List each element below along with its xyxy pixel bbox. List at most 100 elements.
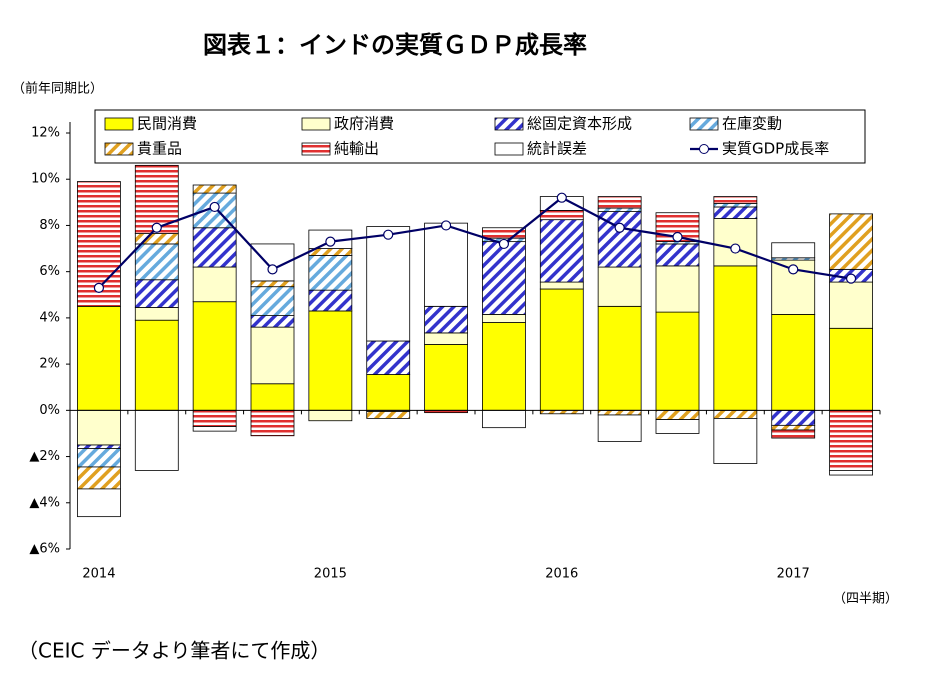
bar-segment bbox=[192, 266, 237, 303]
legend-swatch bbox=[689, 117, 719, 131]
bar-segment bbox=[655, 419, 700, 434]
bar-segment bbox=[366, 411, 411, 419]
bar-segment bbox=[192, 426, 237, 432]
chart-title: 図表１：インドの実質ＧＤＰ成長率 bbox=[203, 31, 587, 59]
bar-segment bbox=[713, 218, 758, 267]
y-tick-label: ▲6% bbox=[29, 542, 60, 557]
y-axis-label: （前年同期比） bbox=[12, 81, 103, 97]
x-tick-label: 2017 bbox=[777, 567, 810, 582]
bar-segment bbox=[829, 470, 873, 476]
bar-segment bbox=[424, 344, 468, 411]
bar-segment bbox=[597, 207, 642, 212]
bar-segment bbox=[713, 196, 758, 204]
bar-segment bbox=[366, 374, 411, 411]
bar-segment bbox=[655, 409, 700, 420]
bar-segment bbox=[250, 409, 295, 437]
bar-segment bbox=[192, 227, 237, 268]
bar-segment bbox=[829, 327, 873, 411]
bar-segment bbox=[539, 409, 584, 415]
bar-segment bbox=[829, 213, 873, 270]
bar-segment bbox=[308, 409, 353, 422]
line-point bbox=[267, 264, 278, 275]
bar-segment bbox=[771, 409, 816, 426]
bar-segment bbox=[366, 340, 411, 375]
line-point bbox=[845, 273, 857, 284]
legend-swatch bbox=[301, 142, 331, 156]
bar-segment bbox=[655, 265, 700, 313]
bar-segment bbox=[250, 383, 295, 411]
bar-segment bbox=[308, 289, 353, 312]
bar-segment bbox=[482, 314, 526, 323]
bar-segment bbox=[424, 305, 468, 334]
bar-segment bbox=[482, 241, 526, 315]
bar-segment bbox=[134, 409, 179, 471]
y-tick-label: 12% bbox=[31, 126, 60, 141]
line bbox=[98, 196, 852, 289]
bar-segment bbox=[134, 307, 179, 321]
line-point bbox=[383, 229, 394, 240]
y-tick-label: 4% bbox=[39, 310, 60, 325]
legend-swatch bbox=[104, 142, 134, 156]
bar-segment bbox=[597, 409, 642, 416]
legend-swatch bbox=[494, 142, 524, 156]
source-note: （CEIC データより筆者にて作成） bbox=[18, 639, 330, 663]
legend-label: 在庫変動 bbox=[722, 115, 782, 133]
bar-segment bbox=[655, 243, 700, 267]
x-tick-label: 2016 bbox=[545, 567, 578, 582]
legend-swatch bbox=[104, 117, 134, 131]
line-point bbox=[440, 220, 452, 231]
bar-segment bbox=[771, 242, 816, 259]
x-axis-label: （四半期） bbox=[833, 592, 898, 607]
bar-segment bbox=[713, 418, 758, 464]
bar-segment bbox=[829, 409, 873, 471]
bar-segment bbox=[482, 227, 526, 239]
line-point bbox=[209, 201, 220, 213]
legend-label: 政府消費 bbox=[334, 115, 394, 133]
bar-segment bbox=[539, 219, 584, 283]
bar-segment bbox=[713, 265, 758, 411]
bar-segment bbox=[250, 286, 295, 316]
bar-segment bbox=[250, 326, 295, 385]
line-point bbox=[672, 231, 683, 243]
line-point bbox=[730, 243, 741, 254]
line-point bbox=[788, 264, 799, 275]
y-tick-label: 6% bbox=[39, 264, 60, 279]
legend-label: 貴重品 bbox=[137, 140, 182, 158]
line-point bbox=[325, 236, 336, 247]
legend-label: 総固定資本形成 bbox=[527, 115, 632, 133]
x-tick-label: 2015 bbox=[314, 567, 347, 582]
y-tick-label: 0% bbox=[39, 403, 60, 418]
y-tick-label: 10% bbox=[31, 172, 60, 187]
bar-segment bbox=[482, 322, 526, 411]
legend-label: 実質GDP成長率 bbox=[722, 140, 829, 158]
bar-segment bbox=[713, 206, 758, 219]
legend-box bbox=[94, 109, 866, 164]
bar-segment bbox=[597, 414, 642, 442]
legend-label: 統計誤差 bbox=[527, 140, 587, 158]
y-tick-label: ▲4% bbox=[29, 495, 60, 510]
bar-segment bbox=[250, 315, 295, 328]
bar-segment bbox=[134, 279, 179, 308]
bar-segment bbox=[597, 305, 642, 411]
legend-swatch bbox=[699, 144, 709, 154]
line-point bbox=[93, 282, 105, 293]
y-tick-label: 8% bbox=[39, 218, 60, 233]
bar-segment bbox=[539, 281, 584, 290]
legend-swatch bbox=[494, 117, 524, 131]
bar-segment bbox=[424, 332, 468, 345]
bar-segment bbox=[77, 305, 121, 411]
bar-segment bbox=[134, 243, 179, 281]
bar-segment bbox=[655, 311, 700, 411]
y-tick-label: 2% bbox=[39, 357, 60, 372]
bar-segment bbox=[366, 226, 411, 342]
bar-segment bbox=[192, 301, 237, 411]
bar-segment bbox=[771, 429, 816, 439]
bar-segment bbox=[308, 310, 353, 411]
bar-segment bbox=[539, 210, 584, 221]
legend-label: 民間消費 bbox=[137, 115, 197, 133]
bar-segment bbox=[77, 466, 121, 490]
bar-segment bbox=[713, 203, 758, 208]
y-tick-label: ▲2% bbox=[29, 449, 60, 464]
bar-segment bbox=[192, 184, 237, 194]
